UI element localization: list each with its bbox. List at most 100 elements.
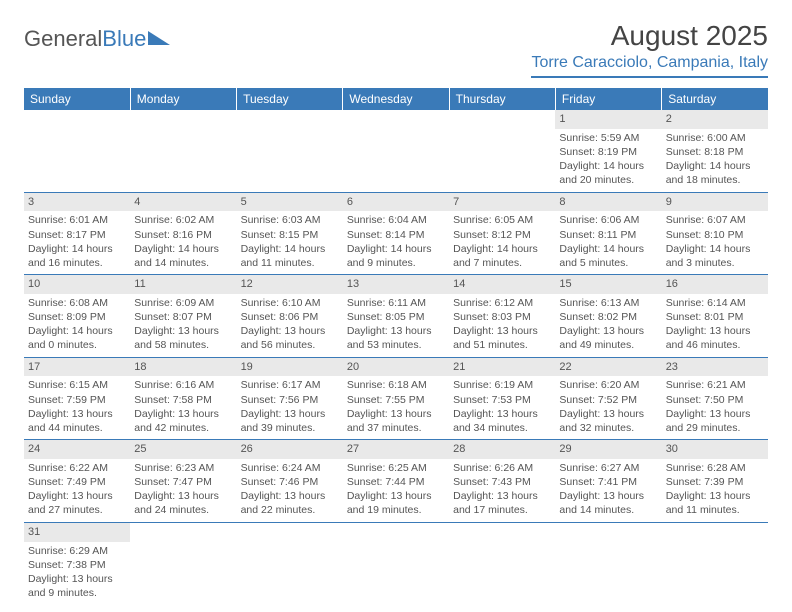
sunset-text: Sunset: 8:18 PM xyxy=(666,145,764,159)
calendar-day-cell: 11Sunrise: 6:09 AMSunset: 8:07 PMDayligh… xyxy=(130,275,236,358)
calendar-day-cell: 4Sunrise: 6:02 AMSunset: 8:16 PMDaylight… xyxy=(130,192,236,275)
sunrise-text: Sunrise: 6:19 AM xyxy=(453,378,551,392)
calendar-day-cell xyxy=(130,110,236,192)
daylight-text: Daylight: 13 hours xyxy=(347,324,445,338)
calendar-day-cell: 16Sunrise: 6:14 AMSunset: 8:01 PMDayligh… xyxy=(662,275,768,358)
sunrise-text: Sunrise: 6:24 AM xyxy=(241,461,339,475)
sunset-text: Sunset: 8:11 PM xyxy=(559,228,657,242)
daylight-text: Daylight: 13 hours xyxy=(134,324,232,338)
daylight-text: and 5 minutes. xyxy=(559,256,657,270)
daylight-text: Daylight: 13 hours xyxy=(28,572,126,586)
sunset-text: Sunset: 7:47 PM xyxy=(134,475,232,489)
daylight-text: Daylight: 13 hours xyxy=(347,489,445,503)
daylight-text: Daylight: 13 hours xyxy=(134,407,232,421)
daylight-text: and 58 minutes. xyxy=(134,338,232,352)
sunrise-text: Sunrise: 6:18 AM xyxy=(347,378,445,392)
daylight-text: Daylight: 13 hours xyxy=(559,489,657,503)
daylight-text: and 14 minutes. xyxy=(559,503,657,517)
calendar-day-cell: 3Sunrise: 6:01 AMSunset: 8:17 PMDaylight… xyxy=(24,192,130,275)
day-number: 19 xyxy=(237,358,343,377)
calendar-day-cell xyxy=(237,110,343,192)
sunset-text: Sunset: 7:39 PM xyxy=(666,475,764,489)
day-header: Thursday xyxy=(449,88,555,110)
calendar-day-cell: 30Sunrise: 6:28 AMSunset: 7:39 PMDayligh… xyxy=(662,440,768,523)
day-number: 5 xyxy=(237,193,343,212)
sunrise-text: Sunrise: 6:20 AM xyxy=(559,378,657,392)
sunrise-text: Sunrise: 6:09 AM xyxy=(134,296,232,310)
day-number: 8 xyxy=(555,193,661,212)
daylight-text: and 19 minutes. xyxy=(347,503,445,517)
daylight-text: Daylight: 14 hours xyxy=(347,242,445,256)
calendar-day-cell: 10Sunrise: 6:08 AMSunset: 8:09 PMDayligh… xyxy=(24,275,130,358)
sunset-text: Sunset: 8:06 PM xyxy=(241,310,339,324)
calendar-day-cell xyxy=(662,522,768,604)
day-number: 20 xyxy=(343,358,449,377)
daylight-text: Daylight: 14 hours xyxy=(28,242,126,256)
day-number: 25 xyxy=(130,440,236,459)
sunrise-text: Sunrise: 5:59 AM xyxy=(559,131,657,145)
title-block: August 2025 Torre Caracciolo, Campania, … xyxy=(531,20,768,78)
day-number: 31 xyxy=(24,523,130,542)
calendar-day-cell: 25Sunrise: 6:23 AMSunset: 7:47 PMDayligh… xyxy=(130,440,236,523)
calendar-day-cell: 17Sunrise: 6:15 AMSunset: 7:59 PMDayligh… xyxy=(24,357,130,440)
daylight-text: and 46 minutes. xyxy=(666,338,764,352)
daylight-text: and 16 minutes. xyxy=(28,256,126,270)
day-number: 9 xyxy=(662,193,768,212)
calendar-day-cell: 24Sunrise: 6:22 AMSunset: 7:49 PMDayligh… xyxy=(24,440,130,523)
calendar-day-cell xyxy=(449,522,555,604)
day-number: 15 xyxy=(555,275,661,294)
calendar-day-cell: 15Sunrise: 6:13 AMSunset: 8:02 PMDayligh… xyxy=(555,275,661,358)
sunset-text: Sunset: 7:52 PM xyxy=(559,393,657,407)
daylight-text: Daylight: 13 hours xyxy=(559,407,657,421)
sunset-text: Sunset: 7:50 PM xyxy=(666,393,764,407)
daylight-text: Daylight: 13 hours xyxy=(666,324,764,338)
daylight-text: and 24 minutes. xyxy=(134,503,232,517)
calendar-day-cell xyxy=(343,110,449,192)
day-number: 6 xyxy=(343,193,449,212)
sunset-text: Sunset: 8:02 PM xyxy=(559,310,657,324)
daylight-text: and 0 minutes. xyxy=(28,338,126,352)
calendar-day-cell: 26Sunrise: 6:24 AMSunset: 7:46 PMDayligh… xyxy=(237,440,343,523)
daylight-text: Daylight: 14 hours xyxy=(241,242,339,256)
daylight-text: Daylight: 13 hours xyxy=(241,324,339,338)
sunrise-text: Sunrise: 6:13 AM xyxy=(559,296,657,310)
daylight-text: and 53 minutes. xyxy=(347,338,445,352)
calendar-day-cell: 23Sunrise: 6:21 AMSunset: 7:50 PMDayligh… xyxy=(662,357,768,440)
sunset-text: Sunset: 7:44 PM xyxy=(347,475,445,489)
logo-text-general: General xyxy=(24,26,102,52)
daylight-text: Daylight: 13 hours xyxy=(241,489,339,503)
daylight-text: and 39 minutes. xyxy=(241,421,339,435)
sunset-text: Sunset: 8:05 PM xyxy=(347,310,445,324)
logo: GeneralBlue xyxy=(24,26,170,52)
sunrise-text: Sunrise: 6:15 AM xyxy=(28,378,126,392)
sunrise-text: Sunrise: 6:23 AM xyxy=(134,461,232,475)
sunset-text: Sunset: 7:53 PM xyxy=(453,393,551,407)
calendar-day-cell: 7Sunrise: 6:05 AMSunset: 8:12 PMDaylight… xyxy=(449,192,555,275)
day-number: 27 xyxy=(343,440,449,459)
daylight-text: Daylight: 13 hours xyxy=(28,407,126,421)
day-header: Monday xyxy=(130,88,236,110)
sunrise-text: Sunrise: 6:01 AM xyxy=(28,213,126,227)
daylight-text: and 29 minutes. xyxy=(666,421,764,435)
sunrise-text: Sunrise: 6:25 AM xyxy=(347,461,445,475)
daylight-text: and 14 minutes. xyxy=(134,256,232,270)
sunrise-text: Sunrise: 6:29 AM xyxy=(28,544,126,558)
calendar-day-cell: 14Sunrise: 6:12 AMSunset: 8:03 PMDayligh… xyxy=(449,275,555,358)
daylight-text: and 18 minutes. xyxy=(666,173,764,187)
sunset-text: Sunset: 8:12 PM xyxy=(453,228,551,242)
header: GeneralBlue August 2025 Torre Caracciolo… xyxy=(24,20,768,78)
day-number: 2 xyxy=(662,110,768,129)
sunset-text: Sunset: 7:43 PM xyxy=(453,475,551,489)
calendar-day-cell: 8Sunrise: 6:06 AMSunset: 8:11 PMDaylight… xyxy=(555,192,661,275)
calendar-day-cell: 18Sunrise: 6:16 AMSunset: 7:58 PMDayligh… xyxy=(130,357,236,440)
day-number: 24 xyxy=(24,440,130,459)
day-number: 21 xyxy=(449,358,555,377)
sunset-text: Sunset: 7:59 PM xyxy=(28,393,126,407)
sunrise-text: Sunrise: 6:16 AM xyxy=(134,378,232,392)
calendar-day-cell: 29Sunrise: 6:27 AMSunset: 7:41 PMDayligh… xyxy=(555,440,661,523)
sunrise-text: Sunrise: 6:03 AM xyxy=(241,213,339,227)
sunrise-text: Sunrise: 6:07 AM xyxy=(666,213,764,227)
calendar-day-cell: 31Sunrise: 6:29 AMSunset: 7:38 PMDayligh… xyxy=(24,522,130,604)
sunset-text: Sunset: 7:55 PM xyxy=(347,393,445,407)
sunrise-text: Sunrise: 6:00 AM xyxy=(666,131,764,145)
